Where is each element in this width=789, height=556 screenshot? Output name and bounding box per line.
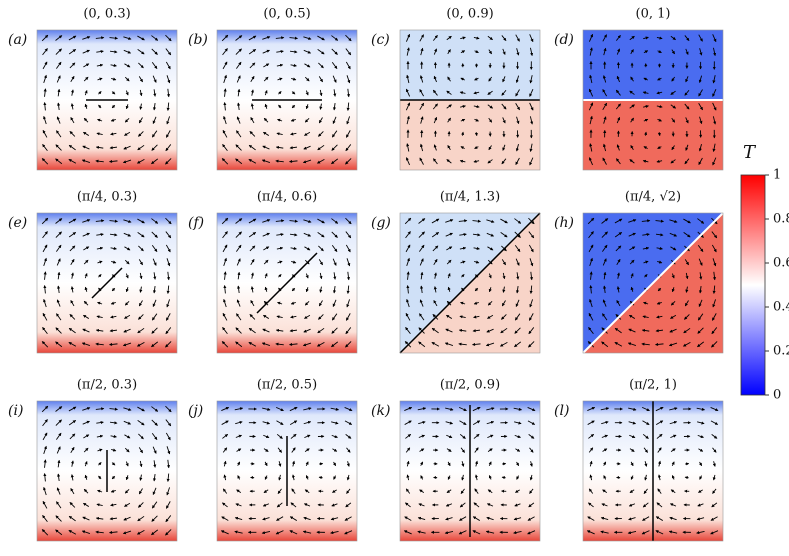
panel: (h) (π/4, √2)	[554, 190, 723, 354]
velocity-arrow	[659, 132, 660, 135]
panel-label: (b)	[188, 32, 208, 48]
colorbar-tick-label: 0.6	[773, 256, 789, 271]
colorbar-tick-label: 0	[773, 388, 781, 403]
panel-title: (π/4, √2)	[625, 190, 681, 205]
panel-title: (0, 0.3)	[83, 7, 130, 22]
velocity-arrow	[685, 464, 689, 465]
colorbar-tick-label: 0.4	[773, 300, 789, 315]
panel-label: (e)	[8, 215, 27, 231]
velocity-arrow	[646, 132, 647, 136]
panel: (j) (π/2, 0.5)	[188, 378, 357, 542]
panel: (e) (π/4, 0.3)	[8, 190, 177, 354]
velocity-arrow	[319, 464, 323, 465]
velocity-arrow	[502, 477, 505, 478]
panel-label: (i)	[8, 403, 23, 419]
panel-label: (j)	[188, 403, 203, 419]
velocity-arrow	[685, 477, 688, 478]
panel-label: (a)	[8, 32, 27, 48]
colorbar-scale	[741, 175, 765, 395]
panel-title: (π/2, 0.9)	[440, 378, 500, 393]
panel-label: (l)	[554, 403, 569, 419]
panel: (a) (0, 0.3)	[8, 7, 177, 171]
panel-title: (0, 0.5)	[263, 7, 310, 22]
panel-title: (π/4, 1.3)	[440, 190, 500, 205]
panel: (g) (π/4, 1.3)	[371, 190, 540, 354]
panel-title: (π/4, 0.6)	[257, 190, 317, 205]
panel-label: (h)	[554, 215, 574, 231]
panel-title: (π/2, 0.5)	[257, 378, 317, 393]
panel: (l) (π/2, 1)	[554, 378, 723, 542]
panel-label: (c)	[371, 32, 390, 48]
colorbar: T 0 0.2 0.4 0.6 0.8 1	[741, 142, 789, 403]
panel: (i) (π/2, 0.3)	[8, 378, 177, 542]
panel-title: (0, 1)	[636, 7, 671, 22]
panel: (b) (0, 0.5)	[188, 7, 357, 171]
colorbar-label: T	[743, 142, 757, 163]
velocity-arrow	[476, 132, 477, 135]
colorbar-tick-label: 0.8	[773, 212, 789, 227]
velocity-arrow	[463, 132, 464, 136]
panel-title: (π/2, 1)	[629, 378, 677, 393]
velocity-arrow	[319, 477, 322, 478]
panel-label: (d)	[554, 32, 574, 48]
panel: (c) (0, 0.9)	[371, 7, 540, 171]
velocity-arrow	[502, 464, 506, 465]
panel-label: (g)	[371, 215, 391, 231]
colorbar-tick-label: 1	[773, 168, 781, 183]
panel-label: (k)	[371, 403, 390, 419]
panel: (f) (π/4, 0.6)	[188, 190, 357, 354]
panel-title: (0, 0.9)	[446, 7, 493, 22]
panel: (k) (π/2, 0.9)	[371, 378, 540, 542]
panel-title: (π/4, 0.3)	[77, 190, 137, 205]
panel-title: (π/2, 0.3)	[77, 378, 137, 393]
panel-label: (f)	[188, 215, 204, 231]
panel: (d) (0, 1)	[554, 7, 723, 171]
colorbar-tick-label: 0.2	[773, 344, 789, 359]
